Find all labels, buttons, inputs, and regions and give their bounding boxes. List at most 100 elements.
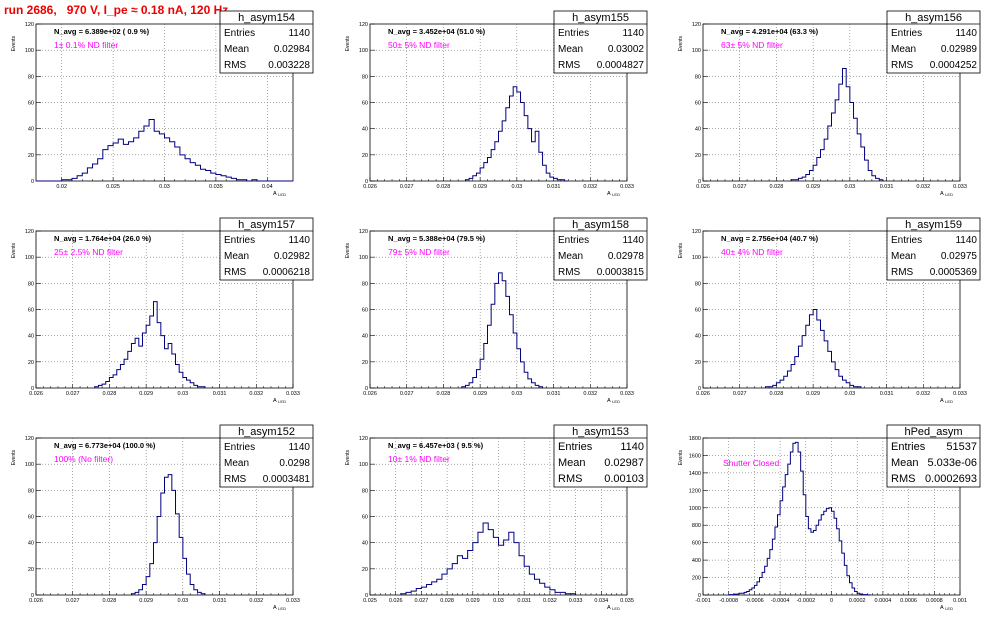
stats-box: [886, 217, 981, 281]
x-tick-label: 0.029: [473, 184, 487, 190]
stats-label: Entries: [891, 441, 926, 453]
stats-value: 0.0003815: [597, 267, 645, 278]
y-tick-label: 120: [25, 229, 34, 235]
x-tick-label: 0.035: [620, 598, 634, 604]
x-tick-label: -0.0006: [745, 598, 764, 604]
y-axis-title: Events: [345, 450, 351, 466]
x-axis-title: A LED: [607, 191, 620, 197]
y-tick-label: 120: [692, 22, 701, 28]
y-tick-label: 100: [692, 255, 701, 261]
histogram-name: hPed_asym: [904, 426, 962, 438]
y-tick-label: 120: [359, 22, 368, 28]
histogram-name: h_asym157: [238, 219, 295, 231]
y-tick-label: 0: [365, 386, 368, 392]
x-tick-label: 0.029: [473, 391, 487, 397]
x-tick-label: 0.032: [543, 598, 557, 604]
stats-value: 0.02989: [941, 44, 978, 55]
stats-box: [886, 10, 981, 74]
x-tick-label: 0.032: [249, 391, 263, 397]
y-tick-label: 60: [695, 308, 701, 314]
y-tick-label: 0: [698, 593, 701, 599]
y-tick-label: 20: [695, 360, 701, 366]
y-tick-label: 120: [25, 436, 34, 442]
histogram-line: [130, 474, 206, 595]
navg-label: N_avg = 6.773e+04 (100.0 %): [54, 441, 156, 450]
y-tick-label: 0: [365, 593, 368, 599]
y-tick-label: 0: [698, 179, 701, 185]
x-tick-label: 0.0008: [926, 598, 943, 604]
x-tick-label: 0.026: [696, 391, 710, 397]
x-tick-label: 0: [830, 598, 833, 604]
stats-value: 0.03002: [608, 44, 645, 55]
x-tick-label: 0.03: [511, 184, 522, 190]
y-tick-label: 100: [25, 255, 34, 261]
x-tick-label: 0.032: [916, 391, 930, 397]
stats-label: Entries: [891, 235, 922, 246]
stats-label: Entries: [891, 28, 922, 39]
y-tick-label: 1800: [689, 436, 701, 442]
x-axis-title: A LED: [607, 398, 620, 404]
x-tick-label: 0.033: [620, 391, 634, 397]
y-tick-label: 20: [362, 153, 368, 159]
y-tick-label: 100: [25, 462, 34, 468]
histogram-line: [728, 441, 871, 596]
y-tick-label: 600: [692, 541, 701, 547]
x-tick-label: 0.032: [583, 391, 597, 397]
y-tick-label: 100: [359, 48, 368, 54]
x-tick-label: 0.027: [66, 598, 80, 604]
x-tick-label: 0.029: [466, 598, 480, 604]
x-tick-label: 0.04: [262, 184, 273, 190]
y-tick-label: 120: [25, 22, 34, 28]
stats-label: RMS: [891, 60, 914, 71]
stats-value: 1140: [955, 235, 977, 246]
x-tick-label: 0.033: [953, 391, 967, 397]
histogram-name: h_asym156: [905, 12, 962, 24]
x-axis-title-subscript: LED: [278, 606, 286, 611]
stats-value: 0.0003481: [263, 474, 311, 485]
navg-label: N_avg = 1.764e+04 (26.0 %): [54, 234, 152, 243]
stats-value: 0.02982: [274, 251, 311, 262]
navg-label: N_avg = 4.291e+04 (63.3 %): [721, 27, 819, 36]
y-axis-title: Events: [678, 450, 684, 466]
y-tick-label: 80: [28, 281, 34, 287]
x-axis-title: A LED: [940, 605, 953, 611]
x-tick-label: 0.029: [139, 598, 153, 604]
stats-label: RMS: [891, 473, 915, 485]
stats-label: Entries: [224, 442, 255, 453]
stats-value: 0.00103: [604, 473, 644, 485]
x-axis-title-subscript: LED: [278, 399, 286, 404]
x-tick-label: -0.0002: [796, 598, 815, 604]
y-tick-label: 120: [359, 436, 368, 442]
filter-label: 40± 4% ND filter: [721, 247, 783, 257]
y-tick-label: 100: [359, 462, 368, 468]
stats-label: Mean: [558, 44, 583, 55]
x-axis-title: A LED: [273, 191, 286, 197]
stats-label: Entries: [224, 235, 255, 246]
y-tick-label: 80: [695, 74, 701, 80]
x-tick-label: 0.027: [400, 391, 414, 397]
stats-box: [886, 424, 981, 488]
x-axis-title-subscript: LED: [945, 606, 953, 611]
histogram-line: [400, 522, 577, 595]
y-tick-label: 20: [28, 360, 34, 366]
stats-label: RMS: [891, 267, 914, 278]
y-tick-label: 60: [28, 515, 34, 521]
stats-box: [553, 10, 648, 74]
filter-label: 50± 5% ND filter: [388, 40, 450, 50]
y-axis-title: Events: [678, 243, 684, 259]
stats-value: 1140: [622, 235, 644, 246]
stats-value: 0.02978: [608, 251, 645, 262]
y-tick-label: 40: [362, 334, 368, 340]
y-tick-label: 100: [692, 48, 701, 54]
y-tick-label: 60: [362, 515, 368, 521]
histogram-line: [36, 119, 293, 182]
x-tick-label: 0.034: [594, 598, 608, 604]
filter-label: 1± 0.1% ND filter: [54, 40, 118, 50]
y-tick-label: 400: [692, 558, 701, 564]
stats-label: Mean: [891, 457, 919, 469]
stats-value: 1140: [288, 235, 310, 246]
histogram-name: h_asym152: [238, 426, 295, 438]
x-tick-label: -0.001: [695, 598, 711, 604]
x-tick-label: 0.025: [106, 184, 120, 190]
x-tick-label: 0.031: [213, 598, 227, 604]
